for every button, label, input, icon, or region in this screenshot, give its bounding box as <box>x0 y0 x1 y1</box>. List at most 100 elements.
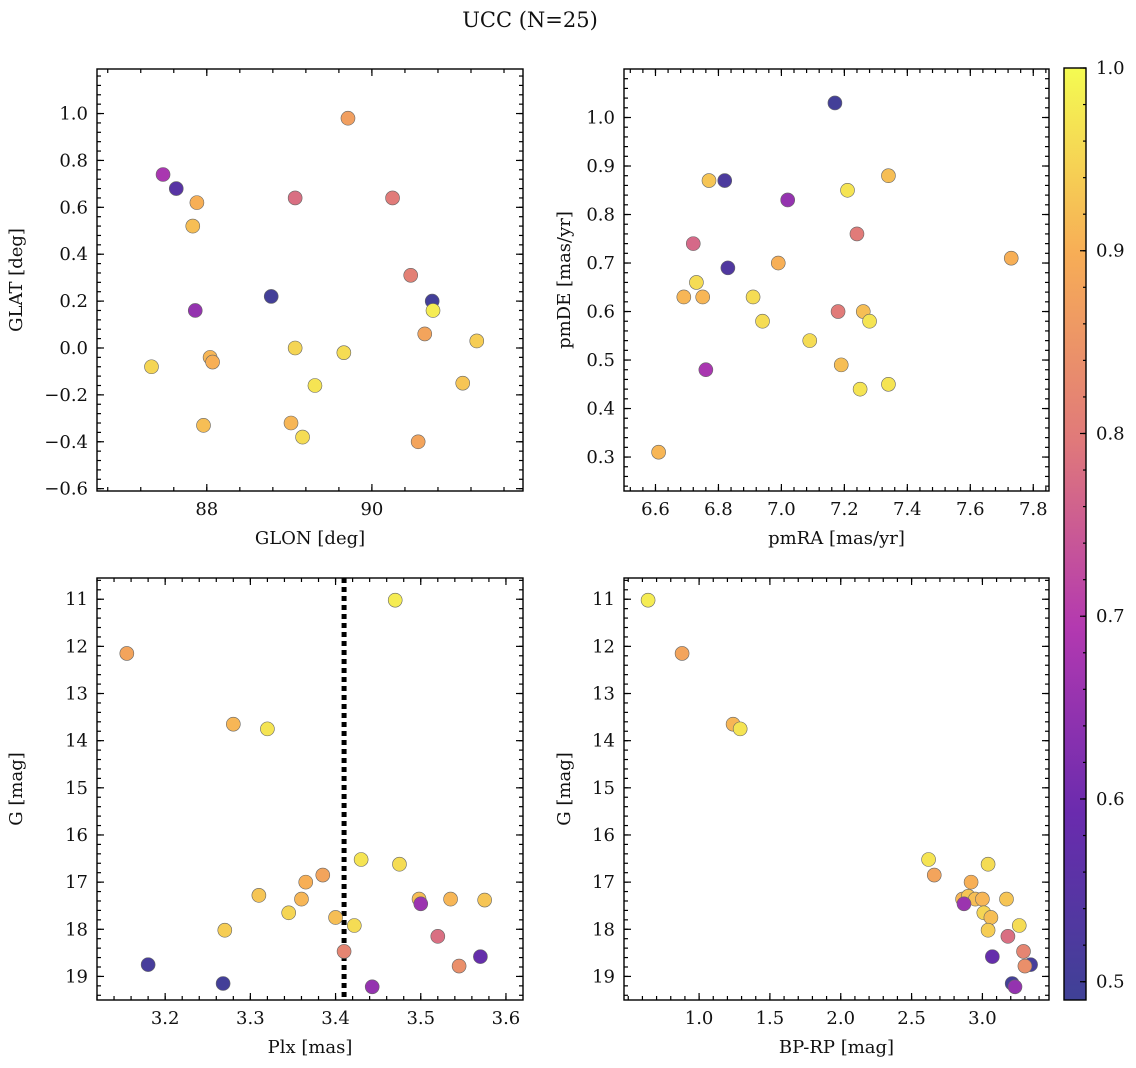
y-tick-label: 19 <box>65 966 88 987</box>
x-tick-label: 2.5 <box>897 1008 926 1029</box>
plot-frame <box>623 68 1050 492</box>
y-tick-label: 11 <box>65 589 88 610</box>
x-tick-label: 1.5 <box>756 1008 785 1029</box>
scatter-point <box>1011 918 1027 933</box>
y-tick-label: 0.8 <box>586 205 615 226</box>
scatter-point <box>251 888 267 903</box>
scatter-point <box>720 260 736 276</box>
scatter-point <box>926 867 942 883</box>
colorbar-tick-label: 1.0 <box>1096 58 1125 79</box>
scatter-point <box>975 891 990 907</box>
scatter-point <box>387 592 403 608</box>
scatter-point <box>840 182 855 198</box>
scatter-point <box>287 190 303 206</box>
scatter-point <box>469 333 485 349</box>
y-tick-label: 17 <box>592 872 615 893</box>
x-tick-label: 90 <box>360 499 383 520</box>
scatter-point <box>403 268 419 283</box>
y-axis-label: G [mag] <box>6 752 27 825</box>
panel-3: 3.2 3.3 3.4 3.5 3.6 11 12 13 14 15 16 17 18 19 Plx [ma… <box>6 577 524 1058</box>
colorbar-tick-label: 0.8 <box>1096 423 1125 444</box>
colorbar-tick-label: 0.7 <box>1096 606 1125 627</box>
y-tick-label: 15 <box>592 778 615 799</box>
scatter-point <box>827 95 843 111</box>
scatter-point <box>473 949 488 964</box>
y-tick-label: 19 <box>592 966 615 987</box>
scatter-point <box>956 896 972 912</box>
y-tick-label: 16 <box>592 825 615 846</box>
y-tick-label: 0.6 <box>59 197 88 218</box>
plot-frame <box>96 577 524 1001</box>
scatter-point <box>455 375 471 391</box>
scatter-point <box>340 110 356 126</box>
scatter-point <box>187 303 203 318</box>
scatter-point <box>425 303 441 318</box>
scatter-point <box>263 289 279 304</box>
y-tick-label: 0.5 <box>586 350 615 371</box>
scatter-point <box>732 721 748 737</box>
scatter-point <box>347 918 362 933</box>
scatter-point <box>410 434 426 450</box>
scatter-point <box>1007 979 1023 995</box>
scatter-point <box>315 867 331 883</box>
y-tick-label: 13 <box>592 684 615 705</box>
scatter-point <box>205 354 220 370</box>
scatter-point <box>281 905 297 921</box>
x-tick-label: 88 <box>195 499 218 520</box>
scatter-point <box>689 275 704 290</box>
scatter-point <box>430 929 446 944</box>
y-tick-label: 0.8 <box>59 150 88 171</box>
colorbar-tick-label: 0.6 <box>1096 789 1125 810</box>
x-tick-label: 3.0 <box>968 1008 997 1029</box>
scatter-point <box>353 852 369 867</box>
y-axis-label: pmDE [mas/yr] <box>554 211 575 349</box>
scatter-point <box>144 359 159 375</box>
scatter-point <box>168 181 184 196</box>
colorbar-tick-label: 0.5 <box>1096 972 1125 993</box>
scatter-point <box>676 289 692 305</box>
y-tick-label: 15 <box>65 778 88 799</box>
scatter-point <box>852 381 868 397</box>
scatter-point <box>1000 929 1016 944</box>
scatter-point <box>921 852 936 867</box>
y-tick-label: 0.0 <box>59 338 88 359</box>
x-axis-label: pmRA [mas/yr] <box>768 528 905 549</box>
y-tick-label: −0.6 <box>44 479 88 500</box>
scatter-point <box>745 289 761 305</box>
y-tick-label: 18 <box>65 919 88 940</box>
x-tick-label: 7.8 <box>1019 499 1048 520</box>
scatter-point <box>674 646 690 661</box>
x-axis-label: BP-RP [mag] <box>779 1037 894 1058</box>
x-tick-label: 7.2 <box>830 499 859 520</box>
x-tick-label: 1.0 <box>685 1008 714 1029</box>
scatter-point <box>862 313 877 329</box>
y-tick-label: 0.6 <box>586 302 615 323</box>
scatter-point <box>185 218 201 234</box>
scatter-point <box>217 922 233 938</box>
scatter-point <box>755 313 770 329</box>
scatter-point <box>640 592 656 608</box>
scatter-point <box>189 195 205 210</box>
x-tick-label: 7.0 <box>767 499 796 520</box>
scatter-point <box>833 357 849 373</box>
y-tick-label: 14 <box>65 731 88 752</box>
scatter-point <box>196 418 211 433</box>
x-tick-label: 3.6 <box>492 1008 521 1029</box>
scatter-point <box>849 226 865 242</box>
scatter-point <box>155 167 171 182</box>
scatter-point <box>451 958 467 974</box>
panel-4: 1.0 1.5 2.0 2.5 3.0 11 12 13 14 15 16 17 18 19 BP-RP [… <box>554 577 1050 1058</box>
scatter-point <box>328 910 343 925</box>
x-axis-label: Plx [mas] <box>268 1037 353 1058</box>
x-tick-label: 2.0 <box>826 1008 855 1029</box>
x-tick-label: 7.6 <box>956 499 985 520</box>
y-tick-label: 12 <box>592 636 615 657</box>
scatter-point <box>1017 958 1033 974</box>
scatter-point <box>307 378 323 393</box>
y-tick-label: 0.4 <box>59 244 88 265</box>
x-tick-label: 3.2 <box>151 1008 180 1029</box>
scatter-point <box>392 856 407 872</box>
scatter-point <box>695 289 711 305</box>
scatter-point <box>830 304 846 319</box>
